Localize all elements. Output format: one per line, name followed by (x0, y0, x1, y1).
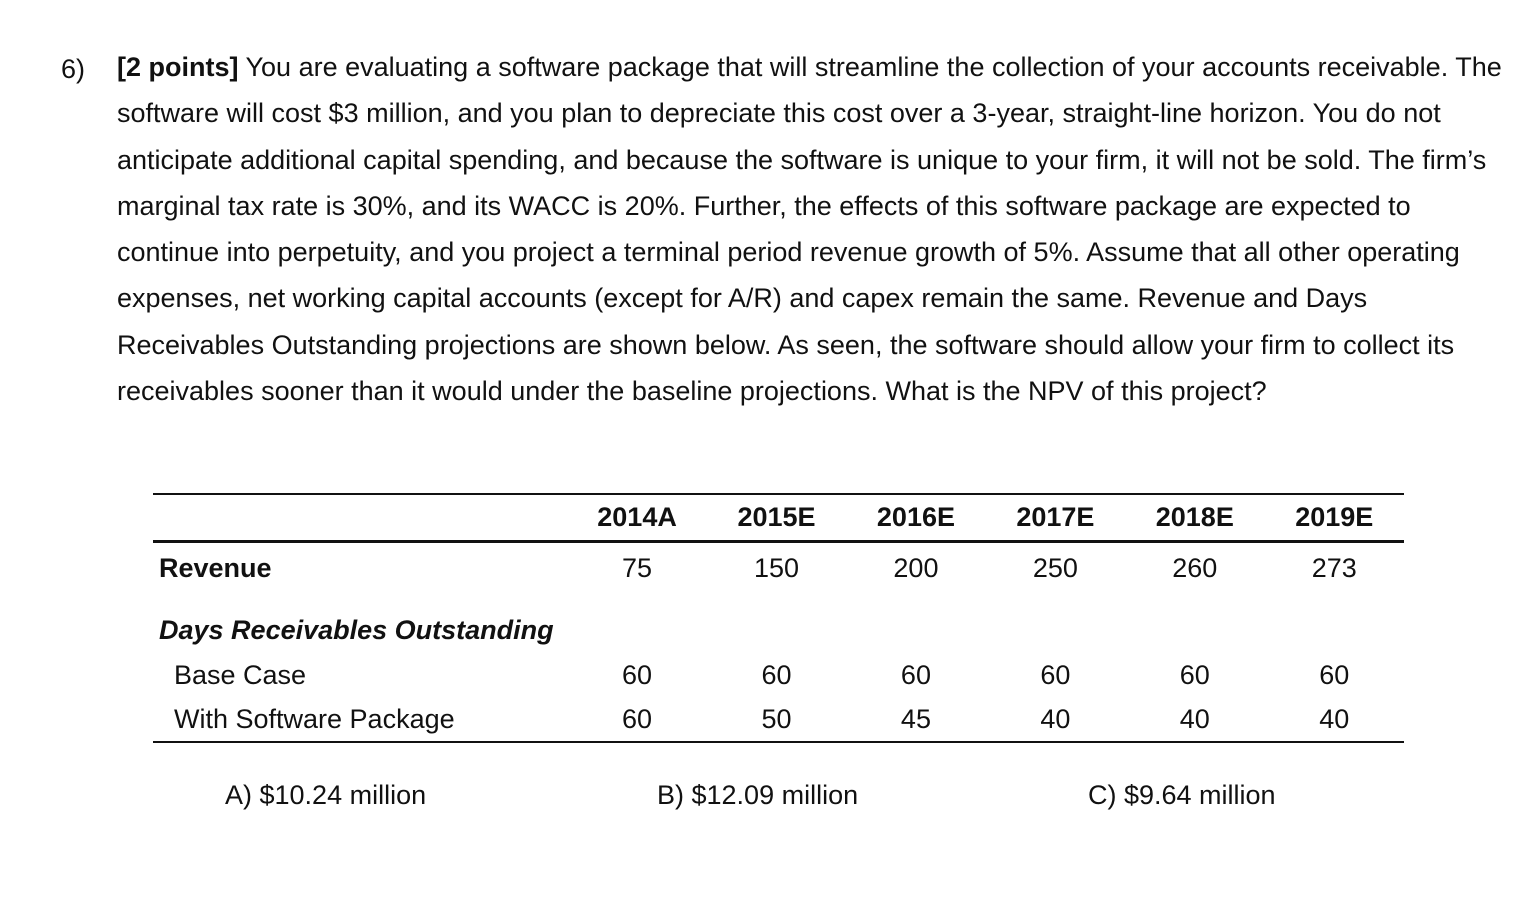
table-cell: 250 (1032, 552, 1078, 583)
table-cell: 60 (567, 697, 707, 743)
question-body: You are evaluating a software package th… (117, 52, 1502, 407)
table-cell: 60 (761, 659, 792, 690)
answer-choice-c[interactable]: C) $9.64 million (1088, 780, 1276, 810)
question-points: [2 points] (117, 52, 239, 82)
question-number: 6) (61, 54, 86, 84)
table-cell: 60 (1319, 659, 1350, 690)
year-header: 2018E (1125, 494, 1265, 543)
table-cell: 75 (622, 552, 653, 583)
year-header: 2017E (985, 494, 1126, 543)
table-row-base-case: Base Case 60 60 60 60 60 60 (153, 653, 1404, 697)
projection-table: 2014A 2015E 2016E 2017E 2018E 2019E Reve… (153, 493, 1404, 743)
table-cell: 45 (846, 697, 986, 743)
table-section-dro: Days Receivables Outstanding (153, 607, 1404, 653)
table-cell: 50 (706, 697, 847, 743)
answer-choice-b[interactable]: B) $12.09 million (657, 780, 859, 810)
year-header: 2016E (846, 494, 986, 543)
year-header: 2014A (567, 494, 707, 543)
row-label: Base Case (174, 659, 307, 690)
table-cell: 40 (985, 697, 1126, 743)
section-label: Days Receivables Outstanding (159, 614, 554, 645)
row-label: With Software Package (153, 697, 568, 743)
table-cell: 60 (900, 659, 931, 690)
year-header: 2019E (1264, 494, 1404, 543)
table-row-revenue: Revenue 75 150 200 250 260 273 (153, 542, 1404, 594)
table-row-with-software: With Software Package 60 50 45 40 40 40 (153, 697, 1404, 743)
table-cell: 260 (1172, 552, 1218, 583)
table-header-row: 2014A 2015E 2016E 2017E 2018E 2019E (153, 494, 1404, 543)
table-cell: 273 (1311, 552, 1357, 583)
table-cell: 200 (893, 552, 939, 583)
table-cell: 40 (1264, 697, 1404, 743)
row-label: Revenue (159, 552, 272, 583)
year-header: 2015E (706, 494, 847, 543)
question-text: [2 points] You are evaluating a software… (117, 44, 1507, 414)
table-cell: 60 (622, 659, 653, 690)
table-cell: 150 (753, 552, 800, 583)
table-cell: 60 (1179, 659, 1210, 690)
table-cell: 60 (1040, 659, 1071, 690)
table-cell: 40 (1125, 697, 1265, 743)
answer-choice-a[interactable]: A) $10.24 million (225, 780, 427, 810)
